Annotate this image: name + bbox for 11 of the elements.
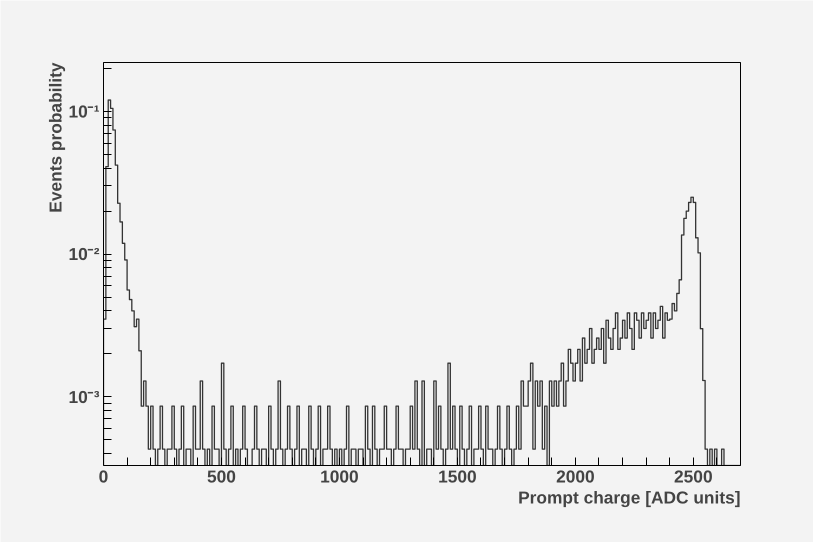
y-tick-label: 10⁻³	[68, 386, 100, 407]
x-tick-label: 0	[98, 466, 108, 486]
x-axis-title: Prompt charge [ADC units]	[518, 488, 740, 508]
x-tick-label: 1500	[438, 466, 477, 486]
x-tick-label: 2500	[674, 466, 713, 486]
y-tick-label: 10⁻²	[68, 244, 100, 264]
x-tick-label: 500	[207, 466, 236, 486]
x-tick-label: 2000	[556, 466, 595, 486]
y-axis-title: Events probability	[46, 62, 66, 213]
x-tick-label: 1000	[320, 466, 359, 486]
y-tick-label: 10⁻¹	[68, 101, 100, 122]
